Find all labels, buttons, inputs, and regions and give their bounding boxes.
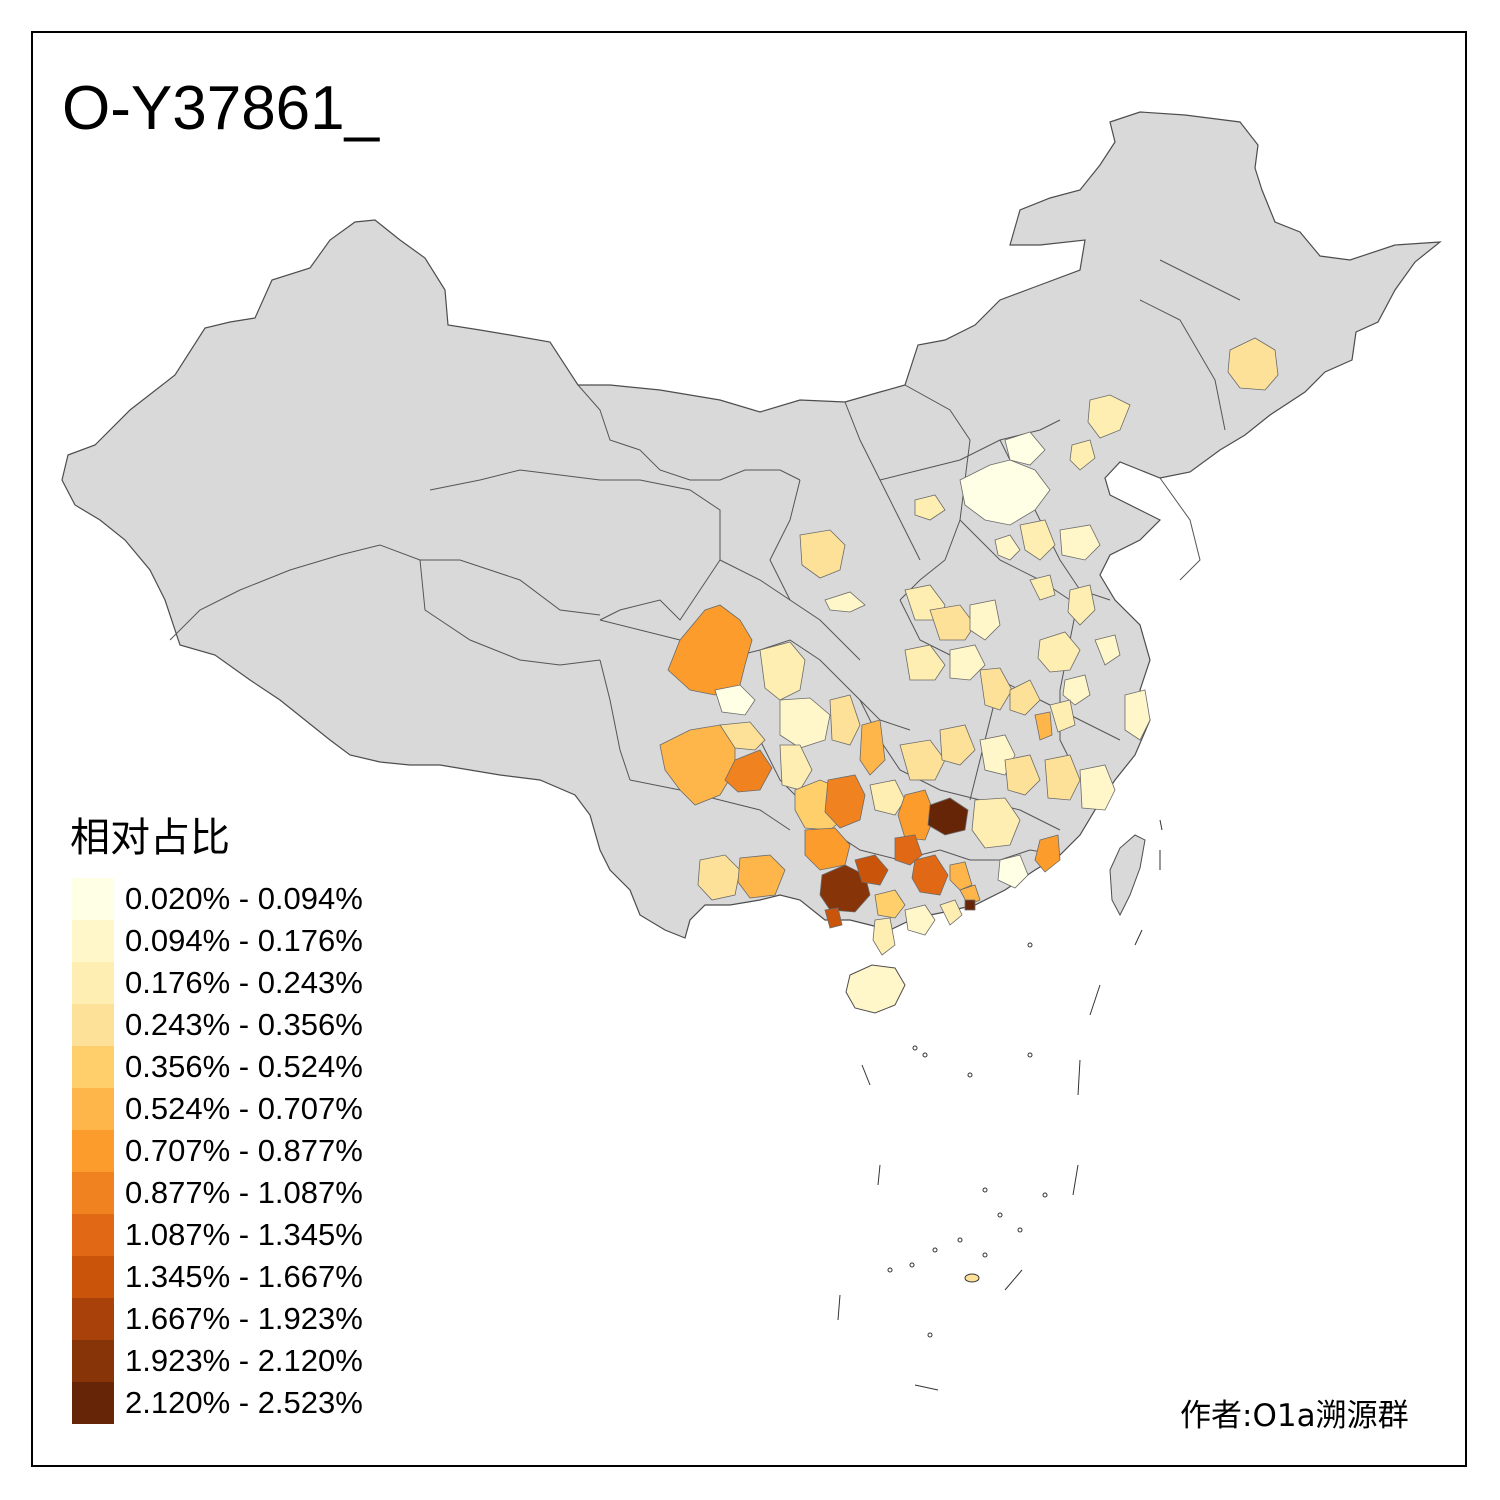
legend-label: 0.356% - 0.524%: [125, 1049, 363, 1084]
legend-swatch: [72, 1130, 114, 1172]
south-sea-islands: [837, 819, 1163, 1391]
legend-item: 0.877% - 1.087%: [70, 1172, 363, 1214]
legend-swatch: [72, 1256, 114, 1298]
region-heilongjiang: [1227, 337, 1279, 391]
legend-item: 0.524% - 0.707%: [70, 1088, 363, 1130]
data-regions: [659, 337, 1279, 956]
legend-swatch: [72, 878, 114, 920]
map-title: O-Y37861_: [62, 74, 380, 143]
map-frame: [31, 31, 1467, 1467]
legend-item: 2.120% - 2.523%: [70, 1382, 363, 1424]
legend-label: 2.120% - 2.523%: [125, 1385, 363, 1420]
region-hunan-south: [927, 797, 969, 836]
legend-item: 1.667% - 1.923%: [70, 1298, 363, 1340]
region-guangxi-west: [819, 864, 871, 913]
legend-item: 1.923% - 2.120%: [70, 1340, 363, 1382]
legend-label: 1.667% - 1.923%: [125, 1301, 363, 1336]
legend-item: 0.356% - 0.524%: [70, 1046, 363, 1088]
legend-item: 0.243% - 0.356%: [70, 1004, 363, 1046]
legend-label: 0.243% - 0.356%: [125, 1007, 363, 1042]
legend-item: 0.176% - 0.243%: [70, 962, 363, 1004]
legend-item: 0.707% - 0.877%: [70, 1130, 363, 1172]
region-liaoning: [1087, 394, 1131, 439]
legend-label: 0.877% - 1.087%: [125, 1175, 363, 1210]
legend-swatch: [72, 1214, 114, 1256]
legend-swatch: [72, 1046, 114, 1088]
legend-swatch: [72, 1172, 114, 1214]
legend-item: 1.087% - 1.345%: [70, 1214, 363, 1256]
legend-label: 1.087% - 1.345%: [125, 1217, 363, 1252]
legend-swatch: [72, 1340, 114, 1382]
author-credit: 作者:O1a溯源群: [1180, 1398, 1409, 1434]
region-shaanxi-north: [799, 529, 846, 579]
taiwan-island: [1109, 834, 1146, 917]
legend: 相对占比 0.020% - 0.094% 0.094% - 0.176% 0.176…: [70, 815, 363, 1424]
legend-rows: 0.020% - 0.094% 0.094% - 0.176% 0.176% - 0…: [70, 878, 363, 1424]
legend-item: 1.345% - 1.667%: [70, 1256, 363, 1298]
region-hebei: [959, 459, 1051, 526]
legend-label: 0.094% - 0.176%: [125, 923, 363, 958]
legend-label: 0.176% - 0.243%: [125, 965, 363, 1000]
legend-label: 0.020% - 0.094%: [125, 881, 363, 916]
legend-title: 相对占比: [70, 815, 230, 861]
legend-swatch: [72, 1382, 114, 1424]
small-island-filled: [964, 1273, 980, 1283]
hainan-island: [845, 964, 906, 1014]
legend-swatch: [72, 962, 114, 1004]
legend-swatch: [72, 920, 114, 962]
legend-label: 1.345% - 1.667%: [125, 1259, 363, 1294]
legend-label: 0.707% - 0.877%: [125, 1133, 363, 1168]
china-outline: [61, 111, 1442, 939]
legend-swatch: [72, 1088, 114, 1130]
legend-swatch: [72, 1298, 114, 1340]
region-guizhou: [824, 774, 866, 829]
legend-item: 0.020% - 0.094%: [70, 878, 363, 920]
legend-label: 0.524% - 0.707%: [125, 1091, 363, 1126]
legend-label: 1.923% - 2.120%: [125, 1343, 363, 1378]
legend-swatch: [72, 1004, 114, 1046]
region-sichuan-west: [667, 604, 753, 696]
legend-item: 0.094% - 0.176%: [70, 920, 363, 962]
